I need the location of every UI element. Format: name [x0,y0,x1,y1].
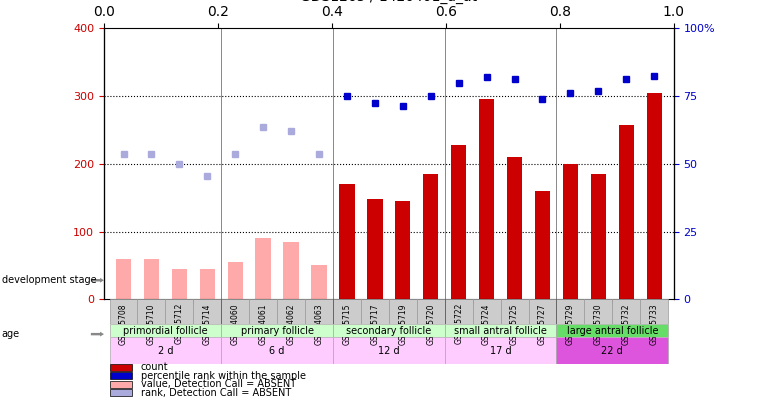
Text: GSM75710: GSM75710 [147,303,156,345]
Bar [109,324,221,337]
Text: 2 d: 2 d [158,346,173,356]
Bar [500,299,528,324]
Text: GSM75719: GSM75719 [398,303,407,345]
Bar [221,337,333,365]
Bar [199,269,215,299]
Bar [647,93,662,299]
Bar [221,324,333,337]
Bar [395,201,410,299]
Bar [389,299,417,324]
Text: GSM75720: GSM75720 [427,303,435,345]
Bar [333,337,445,365]
Bar [333,299,361,324]
Text: GSM75722: GSM75722 [454,303,464,344]
Bar [277,299,305,324]
Bar [445,337,557,365]
Text: GSM74060: GSM74060 [231,303,239,345]
Bar [116,259,131,299]
Text: rank, Detection Call = ABSENT: rank, Detection Call = ABSENT [141,388,291,398]
Bar [417,299,445,324]
Text: primary follicle: primary follicle [240,326,313,335]
Text: age: age [2,329,20,339]
Bar [109,337,221,365]
Bar [367,199,383,299]
Text: 17 d: 17 d [490,346,511,356]
Bar [283,242,299,299]
Text: secondary follicle: secondary follicle [346,326,431,335]
Bar [563,164,578,299]
Bar [109,364,132,371]
Bar [528,299,557,324]
Text: GSM75732: GSM75732 [621,303,631,345]
Text: GSM74063: GSM74063 [314,303,323,345]
Bar [109,299,138,324]
Text: GSM75714: GSM75714 [203,303,212,345]
Bar [172,269,187,299]
Bar [612,299,640,324]
Bar [557,299,584,324]
Bar [333,324,445,337]
Bar [451,145,467,299]
Text: GSM75725: GSM75725 [510,303,519,345]
Bar [340,184,355,299]
Bar [557,324,668,337]
Bar [256,239,271,299]
Bar [557,337,668,365]
Text: 6 d: 6 d [270,346,285,356]
Text: GSM75715: GSM75715 [343,303,351,345]
Text: primordial follicle: primordial follicle [123,326,208,335]
Bar [193,299,221,324]
Bar [479,100,494,299]
Bar [221,299,249,324]
Bar [138,299,166,324]
Title: GDS1265 / 1420401_a_at: GDS1265 / 1420401_a_at [300,0,477,4]
Text: large antral follicle: large antral follicle [567,326,658,335]
Text: GSM75712: GSM75712 [175,303,184,344]
Text: GSM75727: GSM75727 [538,303,547,345]
Bar [591,174,606,299]
Text: 12 d: 12 d [378,346,400,356]
Bar [228,262,243,299]
Text: GSM75733: GSM75733 [650,303,658,345]
Bar [535,191,550,299]
Bar [618,125,634,299]
Bar [473,299,500,324]
Bar [584,299,612,324]
Bar [361,299,389,324]
Bar [249,299,277,324]
Text: GSM75717: GSM75717 [370,303,380,345]
Text: GSM75730: GSM75730 [594,303,603,345]
Bar [109,389,132,396]
Bar [640,299,668,324]
Bar [311,265,326,299]
Text: count: count [141,362,169,372]
Bar [144,259,159,299]
Text: percentile rank within the sample: percentile rank within the sample [141,371,306,381]
Text: GSM75724: GSM75724 [482,303,491,345]
Text: GSM74061: GSM74061 [259,303,268,345]
Text: value, Detection Call = ABSENT: value, Detection Call = ABSENT [141,379,296,389]
Bar [445,324,557,337]
Text: GSM75708: GSM75708 [119,303,128,345]
Text: GSM75729: GSM75729 [566,303,575,345]
Bar [109,372,132,379]
Text: 22 d: 22 d [601,346,623,356]
Bar [166,299,193,324]
Text: development stage: development stage [2,275,96,285]
Bar [507,157,522,299]
Bar [305,299,333,324]
Text: GSM74062: GSM74062 [286,303,296,345]
Bar [445,299,473,324]
Bar [109,381,132,388]
Text: small antral follicle: small antral follicle [454,326,547,335]
Bar [423,174,438,299]
